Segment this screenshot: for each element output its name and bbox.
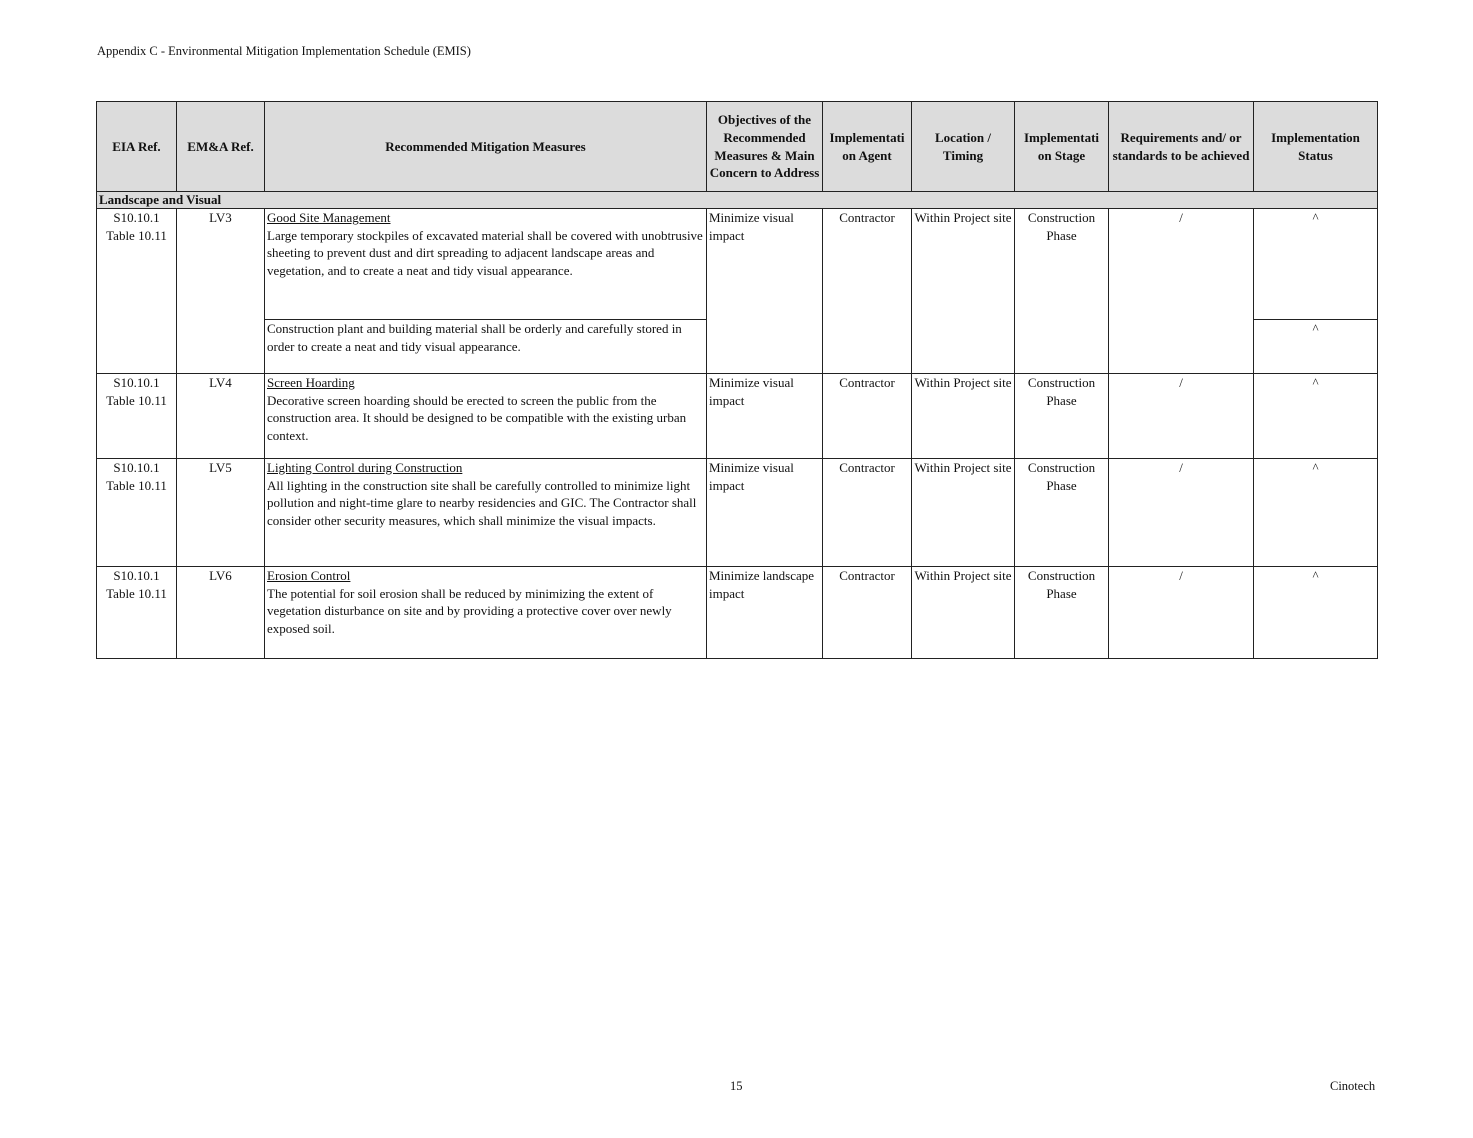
column-header: EIA Ref.: [96, 101, 177, 192]
stage: Construction Phase: [1014, 566, 1109, 659]
measure-title: Lighting Control during Construction: [267, 460, 463, 475]
column-header: Implementati on Agent: [822, 101, 912, 192]
measure-title: Good Site Management: [267, 210, 391, 225]
agent: Contractor: [822, 373, 912, 459]
column-header: Recommended Mitigation Measures: [264, 101, 707, 192]
measure-title: Erosion Control: [267, 568, 351, 583]
measure-text: Large temporary stockpiles of excavated …: [267, 227, 703, 278]
measure-text: Construction plant and building material…: [264, 319, 707, 374]
column-header: Requirements and/ or standards to be ach…: [1108, 101, 1254, 192]
agent: Contractor: [822, 566, 912, 659]
measure-text: The potential for soil erosion shall be …: [267, 585, 672, 636]
eia-ref: S10.10.1 Table 10.11: [96, 458, 177, 567]
column-header: EM&A Ref.: [176, 101, 265, 192]
eia-ref: S10.10.1 Table 10.11: [96, 566, 177, 659]
table-row: S10.10.1 Table 10.11 LV5 Lighting Control…: [96, 458, 1378, 567]
eia-ref: S10.10.1 Table 10.11: [96, 208, 177, 374]
status: ^: [1253, 566, 1378, 659]
section-row: Landscape and Visual: [96, 191, 1378, 209]
table-subrow: Construction plant and building material…: [97, 319, 1378, 374]
status: ^: [1253, 458, 1378, 567]
status: ^: [1253, 208, 1378, 320]
agent: Contractor: [822, 208, 912, 374]
objective: Minimize landscape impact: [706, 566, 823, 659]
table-row: S10.10.1 Table 10.11 LV6 Erosion Control T…: [96, 566, 1378, 659]
table-header-row: EIA Ref. EM&A Ref. Recommended Mitigatio…: [96, 101, 1378, 192]
ema-ref: LV5: [176, 458, 265, 567]
measure: Good Site Management Large temporary stoc…: [264, 208, 707, 320]
requirements: /: [1108, 373, 1254, 459]
requirements: /: [1108, 208, 1254, 374]
location: Within Project site: [911, 208, 1015, 374]
stage: Construction Phase: [1014, 208, 1109, 374]
requirements: /: [1108, 458, 1254, 567]
company-name: Cinotech: [1330, 1079, 1376, 1093]
column-header: Implementati on Stage: [1014, 101, 1109, 192]
column-header: Objectives of the Recommended Measures &…: [706, 101, 823, 192]
stage: Construction Phase: [1014, 458, 1109, 567]
location: Within Project site: [911, 458, 1015, 567]
objective: Minimize visual impact: [706, 208, 823, 374]
column-header: Implementation Status: [1253, 101, 1378, 192]
measure-text: All lighting in the construction site sh…: [267, 477, 697, 528]
agent: Contractor: [822, 458, 912, 567]
ema-ref: LV6: [176, 566, 265, 659]
section-title: Landscape and Visual: [96, 191, 1378, 209]
status: ^: [1253, 319, 1378, 374]
ema-ref: LV4: [176, 373, 265, 459]
table-row: S10.10.1 Table 10.11 LV3 Good Site Manage…: [96, 208, 1378, 374]
table-row: S10.10.1 Table 10.11 LV4 Screen Hoarding D…: [96, 373, 1378, 459]
location: Within Project site: [911, 373, 1015, 459]
location: Within Project site: [911, 566, 1015, 659]
status: ^: [1253, 373, 1378, 459]
stage: Construction Phase: [1014, 373, 1109, 459]
requirements: /: [1108, 566, 1254, 659]
eia-ref: S10.10.1 Table 10.11: [96, 373, 177, 459]
measure-text: Decorative screen hoarding should be ere…: [267, 392, 687, 443]
measure: Lighting Control during Construction All …: [264, 458, 707, 567]
document-header: Appendix C - Environmental Mitigation Im…: [97, 44, 471, 58]
emis-table: EIA Ref. EM&A Ref. Recommended Mitigatio…: [96, 101, 1378, 659]
measure: Erosion Control The potential for soil er…: [264, 566, 707, 659]
measure: Screen Hoarding Decorative screen hoardin…: [264, 373, 707, 459]
page-number: 15: [730, 1079, 743, 1093]
objective: Minimize visual impact: [706, 458, 823, 567]
measure-title: Screen Hoarding: [267, 375, 355, 390]
objective: Minimize visual impact: [706, 373, 823, 459]
ema-ref: LV3: [176, 208, 265, 374]
column-header: Location / Timing: [911, 101, 1015, 192]
